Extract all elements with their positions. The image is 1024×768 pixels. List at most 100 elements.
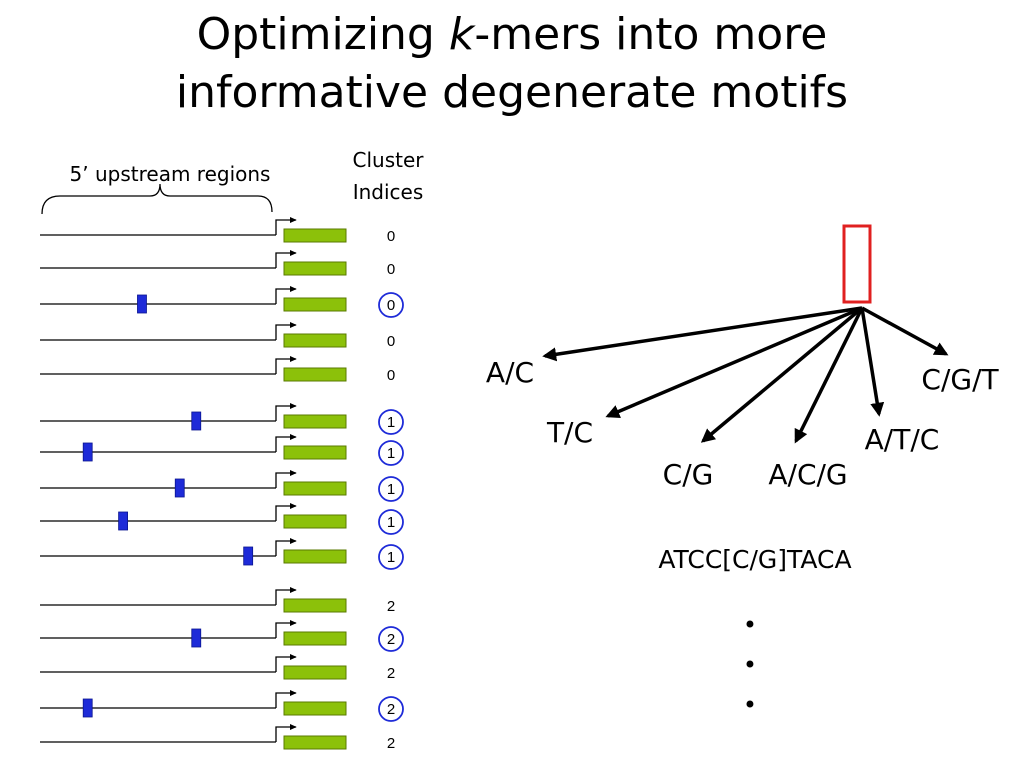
gene-row: 0 [40,285,404,318]
gene-row: 2 [40,653,395,682]
branch-arrow [861,306,949,356]
gene-row: 2 [40,723,395,752]
cluster-index: 0 [387,228,395,245]
upstream-brace [41,183,273,215]
cluster-indices-header: Cluster Indices [330,144,446,208]
branch-arrow [794,307,864,444]
branch-label: T/C [546,416,593,449]
tss-arrow-icon [275,586,297,605]
gene-box [283,481,347,496]
branch-arrow [700,306,864,443]
gene-box [283,297,347,312]
tss-arrow-icon [275,537,297,556]
cluster-index: 0 [387,261,395,278]
title-suffix: -mers into more [474,9,828,60]
cluster-index: 1 [387,481,395,498]
gene-rows: 0 0 0 0 0 1 1 1 1 1 2 2 2 2 2 [40,216,404,752]
gene-box [283,549,347,564]
branch-label: C/G/T [921,363,999,396]
gene-row: 2 [40,586,395,615]
ellipsis-dot: • [743,691,757,719]
branch-arrow [605,306,863,419]
selected-circle [378,292,404,318]
gene-box [283,735,347,750]
cluster-index: 1 [387,549,395,566]
tss-arrow-icon [275,402,297,421]
consensus-motif: ATCC[C/G]TACA [658,545,851,574]
gene-box [283,631,347,646]
gene-row: 1 [40,469,404,502]
motif-site [191,411,202,431]
branch-arrow [542,306,863,362]
branch-arrow [860,307,885,417]
title-line-1: Optimizing k-mers into more [0,6,1024,64]
gene-row: 2 [40,689,404,722]
cluster-index: 1 [387,445,395,462]
gene-row: 1 [40,502,404,535]
gene-box [283,701,347,716]
tss-arrow-icon [275,502,297,521]
title-prefix: Optimizing [196,9,449,60]
tss-arrow-icon [275,619,297,638]
gene-row: 1 [40,402,404,435]
selected-circle [378,696,404,722]
motif-site [82,698,93,718]
cluster-index: 2 [387,665,395,682]
cluster-header-line-2: Indices [352,180,424,204]
gene-box [283,445,347,460]
motif-site [243,546,254,566]
selected-circle [378,476,404,502]
gene-row: 1 [40,433,404,466]
motif-site [118,511,128,531]
selected-circle [378,409,404,435]
upstream-regions-label: 5’ upstream regions [69,162,271,186]
tss-arrow-icon [275,321,297,340]
selected-circle [378,626,404,652]
slide-title: Optimizing k-mers into more informative … [0,6,1024,122]
gene-row: 1 [40,537,404,570]
gene-row: 0 [40,216,395,245]
gene-row: 2 [40,619,404,652]
gene-box [283,514,347,529]
tss-arrow-icon [275,469,297,488]
gene-box [283,414,347,429]
cluster-index: 2 [387,631,395,648]
ellipsis-dot: • [743,611,757,639]
motif-site [82,442,93,462]
branch-arrows: A/C T/C C/G A/C/G A/T/C C/G/T [486,306,1000,491]
cluster-index: 0 [387,367,395,384]
gene-box [283,228,347,243]
gene-box [283,598,347,613]
title-k: k [448,9,475,60]
cluster-header-line-1: Cluster [352,148,424,172]
tss-arrow-icon [275,433,297,452]
gene-row: 0 [40,249,395,278]
motif-site [137,294,147,314]
motif-site [191,628,202,648]
cluster-index: 0 [387,333,395,350]
gene-row: 0 [40,321,395,350]
cluster-index: 1 [387,514,395,531]
tss-arrow-icon [275,355,297,374]
tss-arrow-icon [275,249,297,268]
gene-box [283,333,347,348]
gene-box [283,665,347,680]
tss-arrow-icon [275,285,297,304]
cluster-index: 0 [387,297,395,314]
selected-circle [378,440,404,466]
ellipsis: • • • [743,611,757,719]
gene-box [283,367,347,382]
cluster-index: 2 [387,598,395,615]
selected-circle [378,509,404,535]
tss-arrow-icon [275,689,297,708]
tss-arrow-icon [275,216,297,235]
ellipsis-dot: • [743,651,757,679]
gene-row: 0 [40,355,395,384]
selected-circle [378,544,404,570]
branch-label: C/G [663,458,714,491]
branch-label: A/T/C [865,423,940,456]
gene-box [283,261,347,276]
tss-arrow-icon [275,723,297,742]
tss-arrow-icon [275,653,297,672]
